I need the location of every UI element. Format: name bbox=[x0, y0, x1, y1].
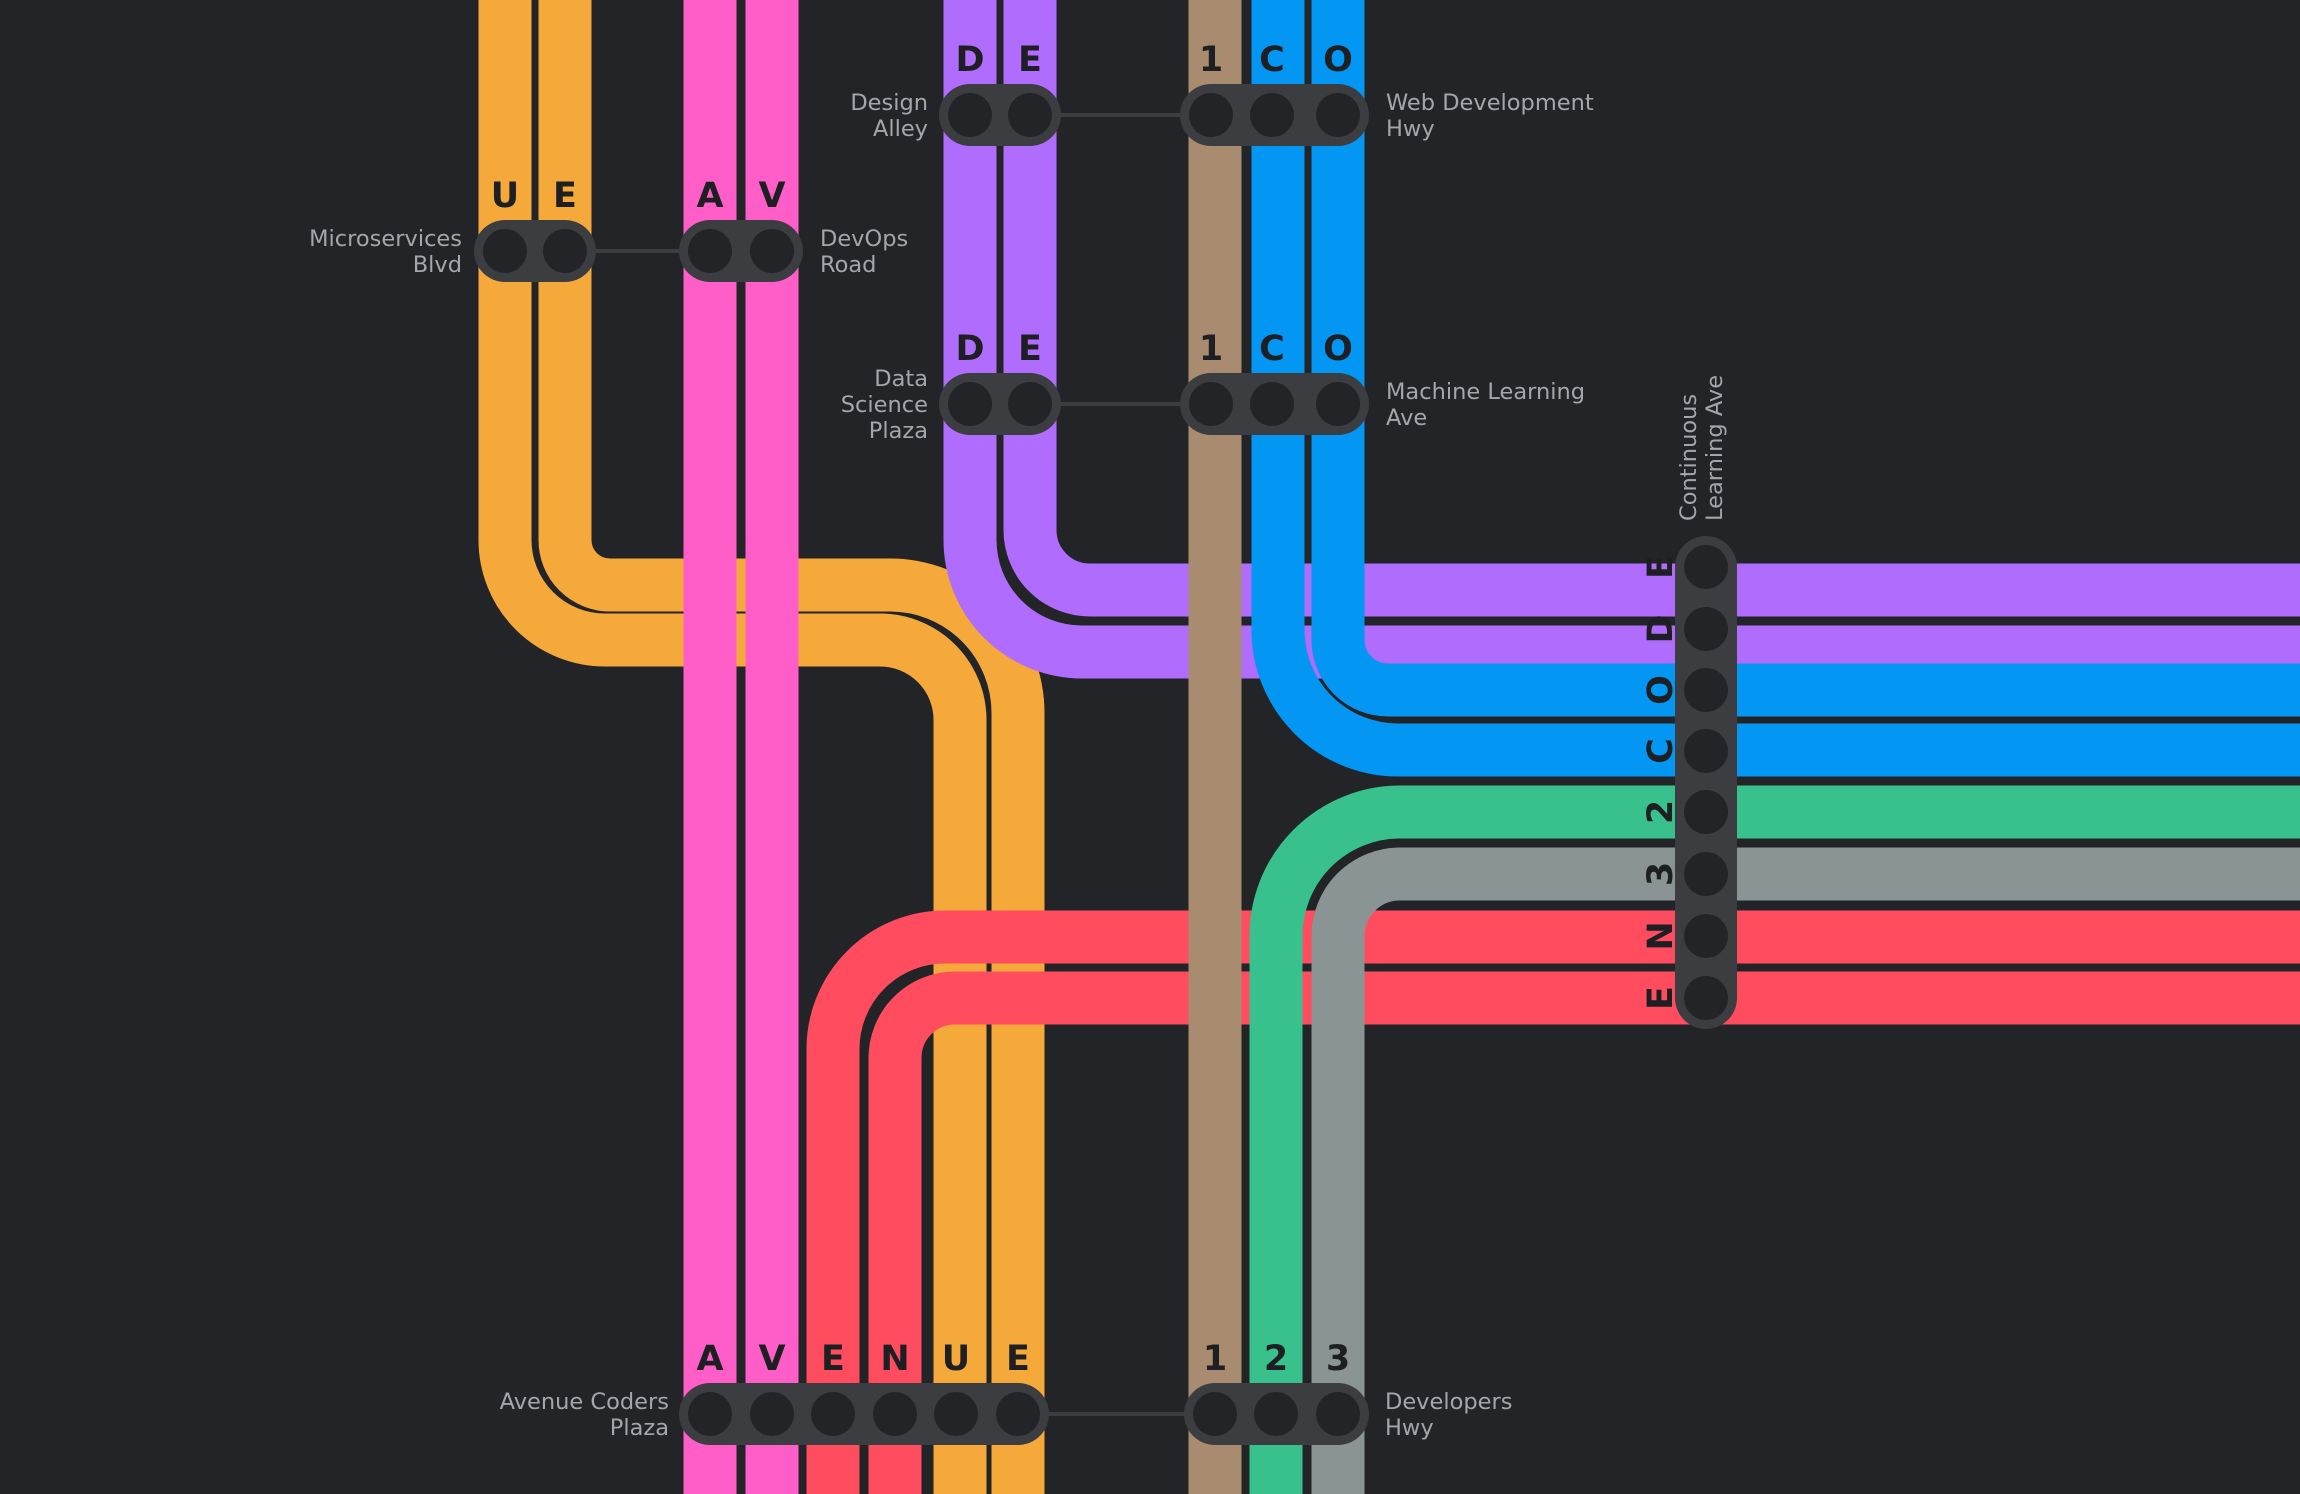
line-orange-u bbox=[478, 0, 987, 1494]
station-dot bbox=[1684, 729, 1728, 773]
station-dot bbox=[1250, 93, 1294, 137]
station-dot bbox=[1250, 382, 1294, 426]
line-letter: C bbox=[1259, 40, 1285, 80]
line-letter: 3 bbox=[1326, 1339, 1350, 1379]
station-dot bbox=[1316, 1392, 1360, 1436]
station-dot bbox=[1684, 668, 1728, 712]
station-body bbox=[679, 1383, 1049, 1445]
line-letter: 2 bbox=[1264, 1339, 1288, 1379]
station-dot bbox=[1193, 1392, 1237, 1436]
line-letter: C bbox=[1259, 329, 1285, 369]
station-label: Microservices Blvd bbox=[309, 226, 462, 278]
line-red-n bbox=[868, 971, 2300, 1494]
line-letter: A bbox=[696, 176, 723, 216]
line-letter: O bbox=[1641, 675, 1681, 705]
line-letter: E bbox=[1006, 1339, 1030, 1379]
station-dot bbox=[543, 229, 587, 273]
station-dot bbox=[1684, 852, 1728, 896]
line-orange-e bbox=[538, 0, 1045, 1494]
line-letter: E bbox=[1641, 986, 1681, 1010]
line-letter: A bbox=[696, 1339, 723, 1379]
station-web-development-hwy[interactable]: 1 C O Web Development Hwy bbox=[1180, 40, 1594, 146]
station-dot bbox=[688, 229, 732, 273]
station-dot bbox=[996, 1392, 1040, 1436]
line-letter: E bbox=[1018, 329, 1042, 369]
station-dot bbox=[1254, 1392, 1298, 1436]
line-letter: E bbox=[1641, 555, 1681, 579]
station-label: Developers Hwy bbox=[1385, 1389, 1512, 1441]
station-label: DevOps Road bbox=[820, 226, 908, 278]
line-red-e bbox=[806, 910, 2300, 1494]
station-dot bbox=[1316, 382, 1360, 426]
line-letter: 1 bbox=[1203, 1339, 1227, 1379]
station-dot bbox=[1684, 790, 1728, 834]
line-letter: D bbox=[955, 40, 984, 80]
station-label: Web Development Hwy bbox=[1386, 90, 1594, 142]
line-letter: E bbox=[821, 1339, 845, 1379]
station-microservices-blvd[interactable]: U E Microservices Blvd bbox=[309, 176, 596, 282]
line-letter: E bbox=[553, 176, 577, 216]
line-letter: N bbox=[880, 1339, 909, 1379]
station-label: Design Alley bbox=[850, 90, 928, 142]
line-letter: U bbox=[491, 176, 519, 216]
line-blue-c bbox=[1251, 0, 2300, 777]
station-dot bbox=[934, 1392, 978, 1436]
line-letter: N bbox=[1641, 921, 1681, 950]
station-body bbox=[1675, 536, 1737, 1029]
station-label: Avenue Coders Plaza bbox=[500, 1389, 669, 1441]
station-dot bbox=[750, 1392, 794, 1436]
station-dot bbox=[1684, 545, 1728, 589]
station-dot bbox=[750, 229, 794, 273]
line-green-2 bbox=[1249, 785, 2300, 1494]
station-dot bbox=[1189, 382, 1233, 426]
line-letter: 1 bbox=[1199, 40, 1223, 80]
line-letter: D bbox=[1641, 614, 1681, 643]
station-dot bbox=[1189, 93, 1233, 137]
station-dot bbox=[873, 1392, 917, 1436]
station-dot bbox=[1008, 93, 1052, 137]
station-dot bbox=[1684, 607, 1728, 651]
line-purple-d bbox=[943, 0, 2300, 679]
station-label: Data Science Plaza bbox=[841, 366, 928, 444]
station-dot bbox=[948, 93, 992, 137]
line-letter: 1 bbox=[1199, 329, 1223, 369]
line-letter: 2 bbox=[1641, 800, 1681, 824]
line-letter: E bbox=[1018, 40, 1042, 80]
station-label: ContinuousLearning Ave bbox=[1676, 375, 1728, 521]
line-gray-3 bbox=[1311, 847, 2300, 1494]
line-letter: V bbox=[758, 1339, 785, 1379]
station-connectors bbox=[595, 113, 1185, 1416]
station-data-science-plaza[interactable]: D E Data Science Plaza bbox=[841, 329, 1061, 444]
station-dot bbox=[948, 382, 992, 426]
station-machine-learning-ave[interactable]: 1 C O Machine Learning Ave bbox=[1180, 329, 1585, 435]
station-dot bbox=[1316, 93, 1360, 137]
station-dot bbox=[1008, 382, 1052, 426]
line-letter: 3 bbox=[1641, 862, 1681, 886]
line-letter: U bbox=[942, 1339, 970, 1379]
station-dot bbox=[811, 1392, 855, 1436]
station-design-alley[interactable]: D E Design Alley bbox=[850, 40, 1061, 146]
line-letter: C bbox=[1641, 738, 1681, 764]
line-blue-o bbox=[1311, 0, 2300, 717]
station-dot bbox=[1684, 976, 1728, 1020]
station-label: Machine Learning Ave bbox=[1386, 379, 1585, 431]
station-developers-hwy[interactable]: 1 2 3 Developers Hwy bbox=[1184, 1339, 1512, 1445]
line-letter: O bbox=[1323, 40, 1353, 80]
station-dot bbox=[688, 1392, 732, 1436]
station-dot bbox=[1684, 914, 1728, 958]
line-letter: D bbox=[955, 329, 984, 369]
station-devops-road[interactable]: A V DevOps Road bbox=[679, 176, 908, 282]
station-dot bbox=[483, 229, 527, 273]
line-letter: O bbox=[1323, 329, 1353, 369]
line-letter: V bbox=[758, 176, 785, 216]
line-purple-e bbox=[1003, 0, 2300, 617]
station-continuous-learning-ave[interactable]: E D O C 2 3 N E ContinuousLearning Ave bbox=[1641, 375, 1737, 1029]
